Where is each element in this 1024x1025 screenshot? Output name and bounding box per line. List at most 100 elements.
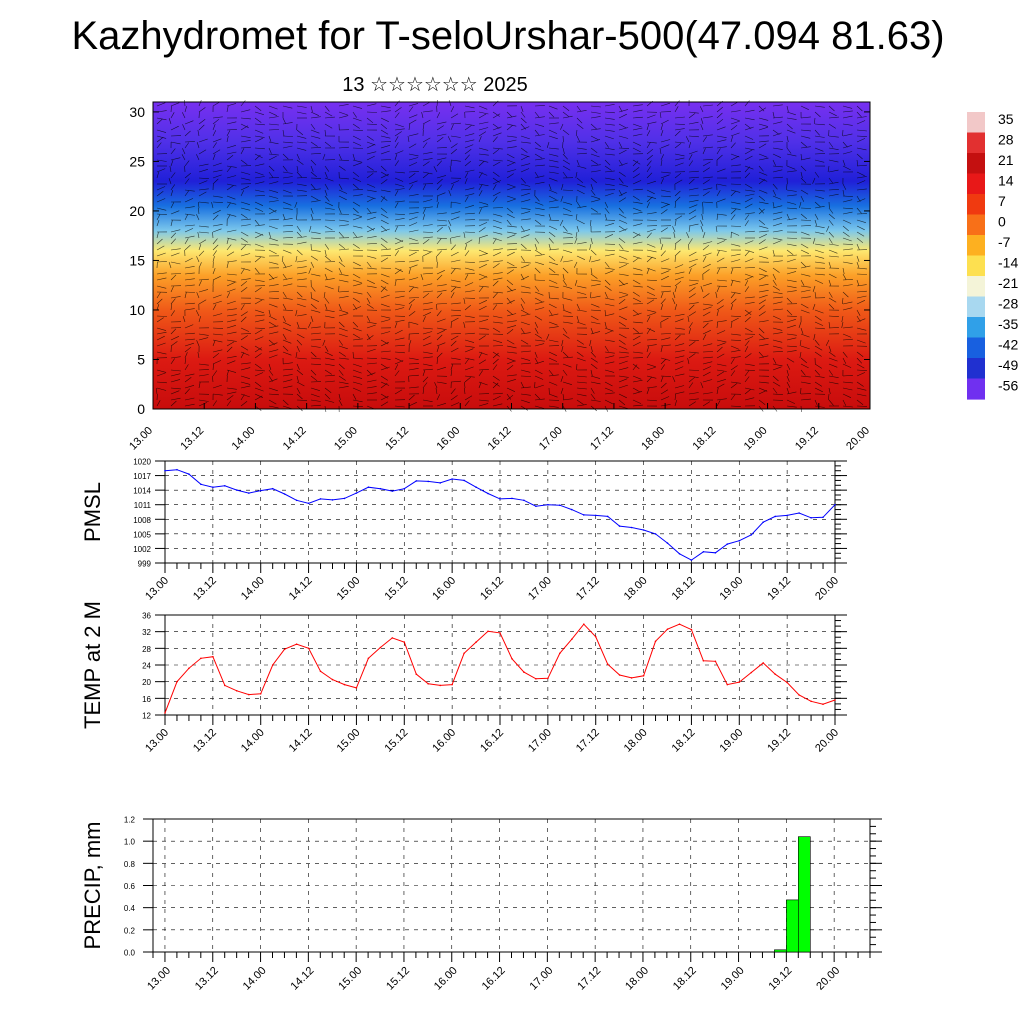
x-tick-label: 17.12 bbox=[575, 965, 603, 993]
precip-bar bbox=[798, 837, 810, 952]
temp-point bbox=[404, 641, 406, 643]
colorbar-label: 21 bbox=[998, 152, 1014, 168]
pmsl-point bbox=[774, 516, 776, 518]
x-tick-label: 14.12 bbox=[287, 727, 315, 755]
colorbar-swatch bbox=[967, 153, 985, 174]
y-tick-label: 0.0 bbox=[124, 949, 136, 958]
colorbar-label: 0 bbox=[998, 214, 1006, 230]
x-tick-label: 15.12 bbox=[382, 727, 410, 755]
x-tick-label: 19.12 bbox=[765, 727, 793, 755]
pmsl-point bbox=[762, 521, 764, 523]
x-tick-label: 19.12 bbox=[767, 965, 795, 993]
pmsl-point bbox=[344, 498, 346, 500]
colorbar-swatch bbox=[967, 338, 985, 359]
y-axis-label: PRECIP, mm bbox=[80, 822, 105, 950]
pmsl-point bbox=[475, 486, 477, 488]
pmsl-point bbox=[643, 529, 645, 531]
temp-point bbox=[260, 693, 262, 695]
temp-point bbox=[200, 658, 202, 660]
temp-point bbox=[715, 661, 717, 663]
temp-point bbox=[188, 668, 190, 670]
y-tick-label: 1.2 bbox=[124, 816, 136, 825]
temp-point bbox=[427, 683, 429, 685]
colorbar-swatch bbox=[967, 194, 985, 215]
pmsl-point bbox=[332, 499, 334, 501]
colorbar-label: -49 bbox=[998, 357, 1018, 373]
pmsl-point bbox=[822, 517, 824, 519]
pmsl-point bbox=[619, 525, 621, 527]
colorbar-label: -28 bbox=[998, 296, 1018, 312]
x-tick-label: 14.12 bbox=[281, 425, 309, 453]
x-tick-label: 16.12 bbox=[478, 575, 506, 600]
pmsl-point bbox=[727, 543, 729, 545]
x-tick-label: 14.12 bbox=[289, 965, 317, 993]
colorbar-label: -35 bbox=[998, 316, 1018, 332]
pmsl-point bbox=[834, 504, 836, 506]
x-tick-label: 18.00 bbox=[623, 965, 651, 993]
x-tick-label: 13.12 bbox=[191, 575, 219, 600]
pmsl-point bbox=[739, 540, 741, 542]
pmsl-point bbox=[631, 527, 633, 529]
pmsl-point bbox=[547, 504, 549, 506]
x-tick-label: 16.00 bbox=[430, 727, 458, 755]
temp-point bbox=[320, 671, 322, 673]
temp-point bbox=[176, 681, 178, 683]
x-tick-label: 13.00 bbox=[143, 727, 171, 755]
pmsl-point bbox=[523, 500, 525, 502]
pmsl-point bbox=[439, 482, 441, 484]
pmsl-point bbox=[200, 484, 202, 486]
temp-point bbox=[679, 623, 681, 625]
colorbar-swatch bbox=[967, 112, 985, 133]
y-tick-label: 16 bbox=[142, 695, 151, 704]
y-tick-label: 36 bbox=[142, 612, 151, 621]
x-tick-label: 19.00 bbox=[719, 965, 747, 993]
temp-point bbox=[392, 637, 394, 639]
pmsl-point bbox=[583, 514, 585, 516]
pmsl-point bbox=[535, 505, 537, 507]
y-tick-label: 999 bbox=[138, 560, 152, 569]
x-tick-label: 13.12 bbox=[193, 965, 221, 993]
temp-point bbox=[236, 690, 238, 692]
temp-point bbox=[463, 653, 465, 655]
pmsl-point bbox=[380, 488, 382, 490]
y-tick-label: 20 bbox=[129, 203, 145, 219]
temp-point bbox=[559, 653, 561, 655]
colorbar-label: -14 bbox=[998, 255, 1018, 271]
colorbar-swatch bbox=[967, 379, 985, 400]
plot-frame bbox=[165, 461, 835, 563]
y-tick-label: 1020 bbox=[133, 458, 151, 467]
colorbar-swatch bbox=[967, 256, 985, 277]
temp-point bbox=[164, 712, 166, 714]
precip-bar bbox=[786, 900, 798, 952]
colorbar-swatch bbox=[967, 297, 985, 318]
temp-point bbox=[619, 674, 621, 676]
x-tick-label: 20.00 bbox=[844, 425, 872, 453]
x-tick-label: 19.00 bbox=[742, 425, 770, 453]
pmsl-point bbox=[404, 488, 406, 490]
x-tick-label: 13.00 bbox=[145, 965, 173, 993]
y-tick-label: 12 bbox=[142, 712, 151, 721]
pmsl-point bbox=[571, 509, 573, 511]
x-tick-label: 18.12 bbox=[691, 425, 719, 453]
x-tick-label: 17.12 bbox=[574, 727, 602, 755]
y-axis-label: PMSL bbox=[80, 482, 105, 542]
x-tick-label: 17.12 bbox=[588, 425, 616, 453]
pmsl-point bbox=[427, 481, 429, 483]
x-tick-label: 16.12 bbox=[480, 965, 508, 993]
colorbar-label: 28 bbox=[998, 132, 1014, 148]
temp-point bbox=[356, 687, 358, 689]
temp-point bbox=[798, 694, 800, 696]
temp-point bbox=[583, 623, 585, 625]
pmsl-point bbox=[655, 533, 657, 535]
temp-point bbox=[595, 636, 597, 638]
colorbar-swatch bbox=[967, 133, 985, 154]
pmsl-point bbox=[691, 559, 693, 561]
x-tick-label: 18.00 bbox=[639, 425, 667, 453]
x-tick-label: 19.12 bbox=[765, 575, 793, 600]
colorbar-label: -21 bbox=[998, 275, 1018, 291]
y-tick-label: 0 bbox=[137, 401, 145, 417]
temp-point bbox=[296, 643, 298, 645]
temp-point bbox=[248, 694, 250, 696]
